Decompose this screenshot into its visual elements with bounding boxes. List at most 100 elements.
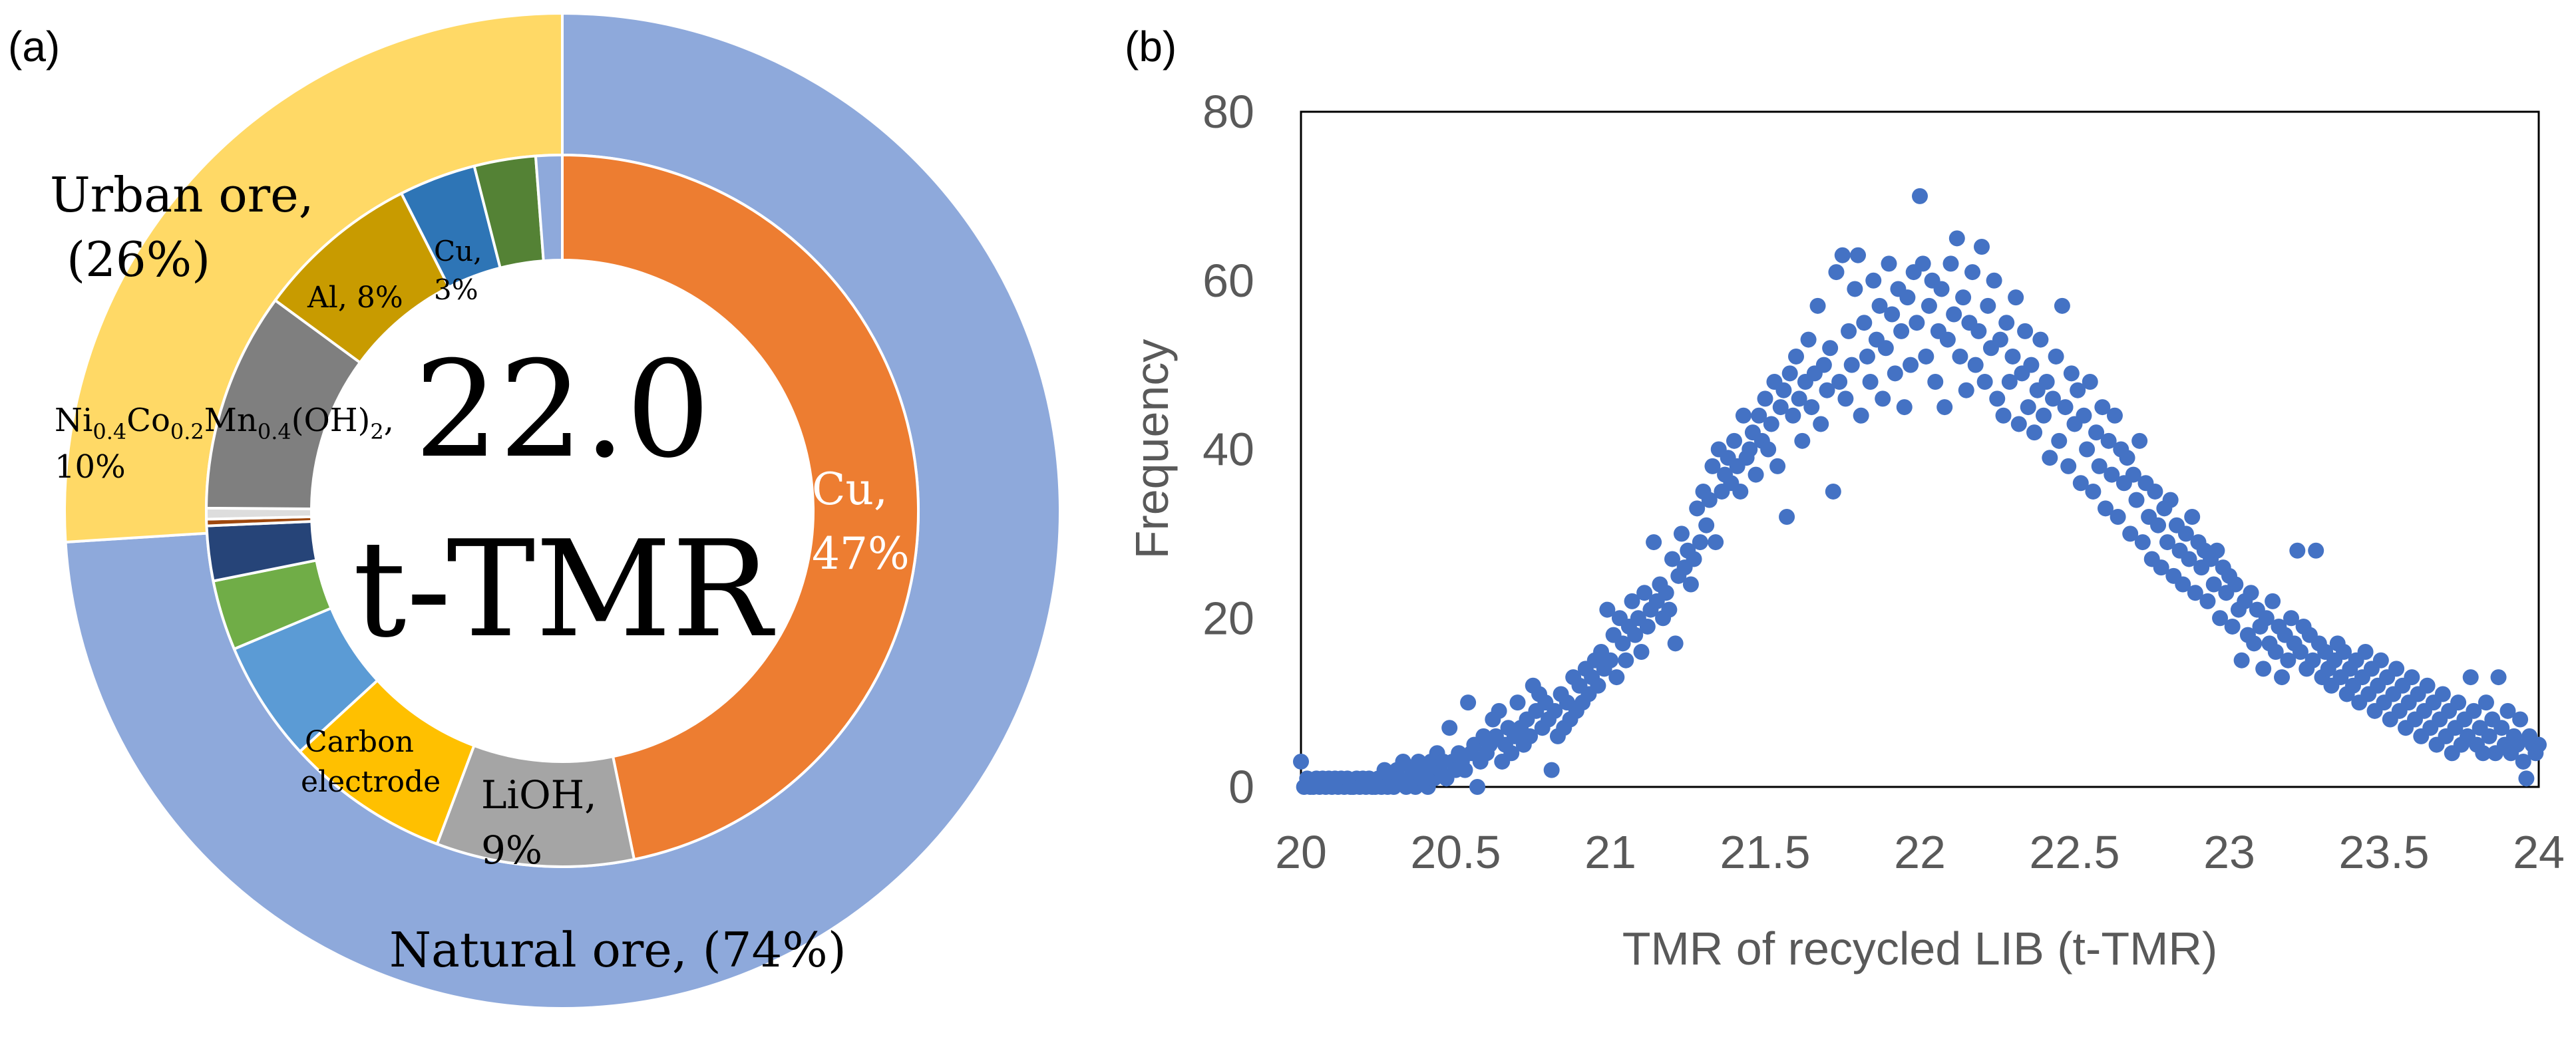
data-point — [1701, 492, 1718, 508]
x-tick-label-23: 23 — [2203, 826, 2255, 878]
data-point — [1661, 601, 1678, 618]
data-point — [1871, 297, 1888, 314]
data-point — [1757, 390, 1773, 407]
data-point — [1952, 348, 1968, 365]
scatter-chart: 0 20 40 60 80 20 20.5 21 21.5 22 22.5 23 23.5 24 Fre… — [1126, 86, 2565, 975]
nmc-oh-sub: 2 — [370, 419, 383, 444]
data-point — [2150, 517, 2167, 533]
data-point — [2246, 635, 2263, 652]
data-point — [1794, 432, 1811, 449]
data-point — [2274, 669, 2291, 686]
data-point — [1673, 526, 1690, 542]
nmc-mn: Mn — [204, 402, 258, 439]
urban-ore-label-line2: (26%) — [67, 231, 210, 287]
data-point — [2205, 576, 2222, 593]
data-point — [2184, 509, 2201, 525]
data-point — [1841, 323, 1857, 339]
data-point — [1639, 618, 1656, 635]
data-point — [2419, 677, 2436, 694]
nmc-label-line1: Ni0.4Co0.2Mn0.4(OH)2, — [55, 402, 394, 444]
data-point — [2265, 593, 2281, 609]
data-point — [2134, 534, 2151, 551]
data-point — [2008, 289, 2024, 306]
data-point — [1881, 255, 1897, 272]
data-point — [1903, 357, 1919, 373]
x-tick-label-22: 22 — [1894, 826, 1946, 878]
data-point — [2159, 534, 2175, 551]
data-point — [2054, 297, 2070, 314]
data-point — [1543, 762, 1560, 778]
data-point — [1834, 247, 1851, 263]
data-point — [1933, 281, 1950, 297]
data-point — [1884, 306, 1901, 323]
data-point — [2085, 483, 2102, 500]
y-tick-label-40: 40 — [1202, 424, 1254, 476]
data-point — [1781, 365, 1798, 382]
data-point — [1682, 576, 1699, 593]
data-point — [1815, 357, 1832, 373]
data-point — [1689, 500, 1706, 517]
x-axis-ticks: 20 20.5 21 21.5 22 22.5 23 23.5 24 — [1275, 826, 2565, 878]
data-point — [1522, 728, 1539, 744]
data-point — [1735, 407, 1751, 424]
x-axis-label: TMR of recycled LIB (t-TMR) — [1622, 923, 2218, 975]
data-point — [1627, 627, 1644, 643]
data-point — [1742, 441, 1758, 458]
data-point — [1772, 399, 1789, 416]
plot-area-frame — [1300, 110, 2540, 788]
data-point — [1779, 509, 1795, 525]
data-point — [2128, 492, 2145, 508]
data-point — [2063, 365, 2080, 382]
data-point — [1976, 374, 1993, 390]
nmc-mn-sub: 0.4 — [258, 419, 291, 444]
data-point — [1946, 306, 1962, 323]
data-point — [2010, 416, 2027, 432]
data-point — [2153, 559, 2169, 576]
data-point — [1590, 677, 1606, 694]
data-point — [1980, 297, 1996, 314]
data-point — [1708, 534, 1724, 551]
center-unit: t-TMR — [353, 512, 775, 667]
urban-cu-label-line2: 3% — [434, 273, 478, 306]
center-value: 22.0 — [414, 333, 710, 488]
data-point — [1692, 534, 1708, 551]
cu-label-line1: Cu, — [812, 464, 888, 515]
y-tick-label-0: 0 — [1228, 761, 1254, 813]
inner-slice-cu — [561, 153, 920, 861]
data-point — [1964, 264, 1981, 281]
data-point — [1915, 255, 1931, 272]
data-point — [1843, 357, 1860, 373]
data-point — [2181, 551, 2197, 567]
data-point — [2042, 450, 2058, 466]
data-point — [2060, 458, 2077, 474]
data-point — [1726, 432, 1742, 449]
data-point — [1813, 416, 1829, 432]
data-point — [2098, 500, 2114, 517]
data-point — [1469, 779, 1486, 795]
data-point — [1831, 374, 1848, 390]
data-point — [2481, 728, 2497, 744]
lioh-label-line1: LiOH, — [481, 772, 597, 818]
data-point — [1850, 247, 1866, 263]
data-point — [1896, 399, 1913, 416]
data-point — [1893, 323, 1910, 339]
data-point — [2187, 585, 2203, 601]
data-point — [1614, 635, 1631, 652]
y-tick-label-20: 20 — [1202, 592, 1254, 644]
data-point — [2147, 483, 2163, 500]
data-point — [1992, 331, 2008, 348]
data-point — [2017, 323, 2034, 339]
data-point — [1809, 297, 1826, 314]
y-tick-label-80: 80 — [1202, 86, 1254, 138]
data-point — [1921, 297, 1937, 314]
data-point — [1763, 416, 1779, 432]
data-point — [1732, 483, 1749, 500]
lioh-label-line2: 9% — [481, 827, 542, 873]
data-point — [1970, 323, 1987, 339]
data-point — [2304, 652, 2321, 669]
data-point — [2292, 644, 2308, 660]
data-point — [2209, 542, 2225, 559]
nmc-co-sub: 0.2 — [170, 419, 204, 444]
al-label: Al, 8% — [307, 281, 403, 315]
